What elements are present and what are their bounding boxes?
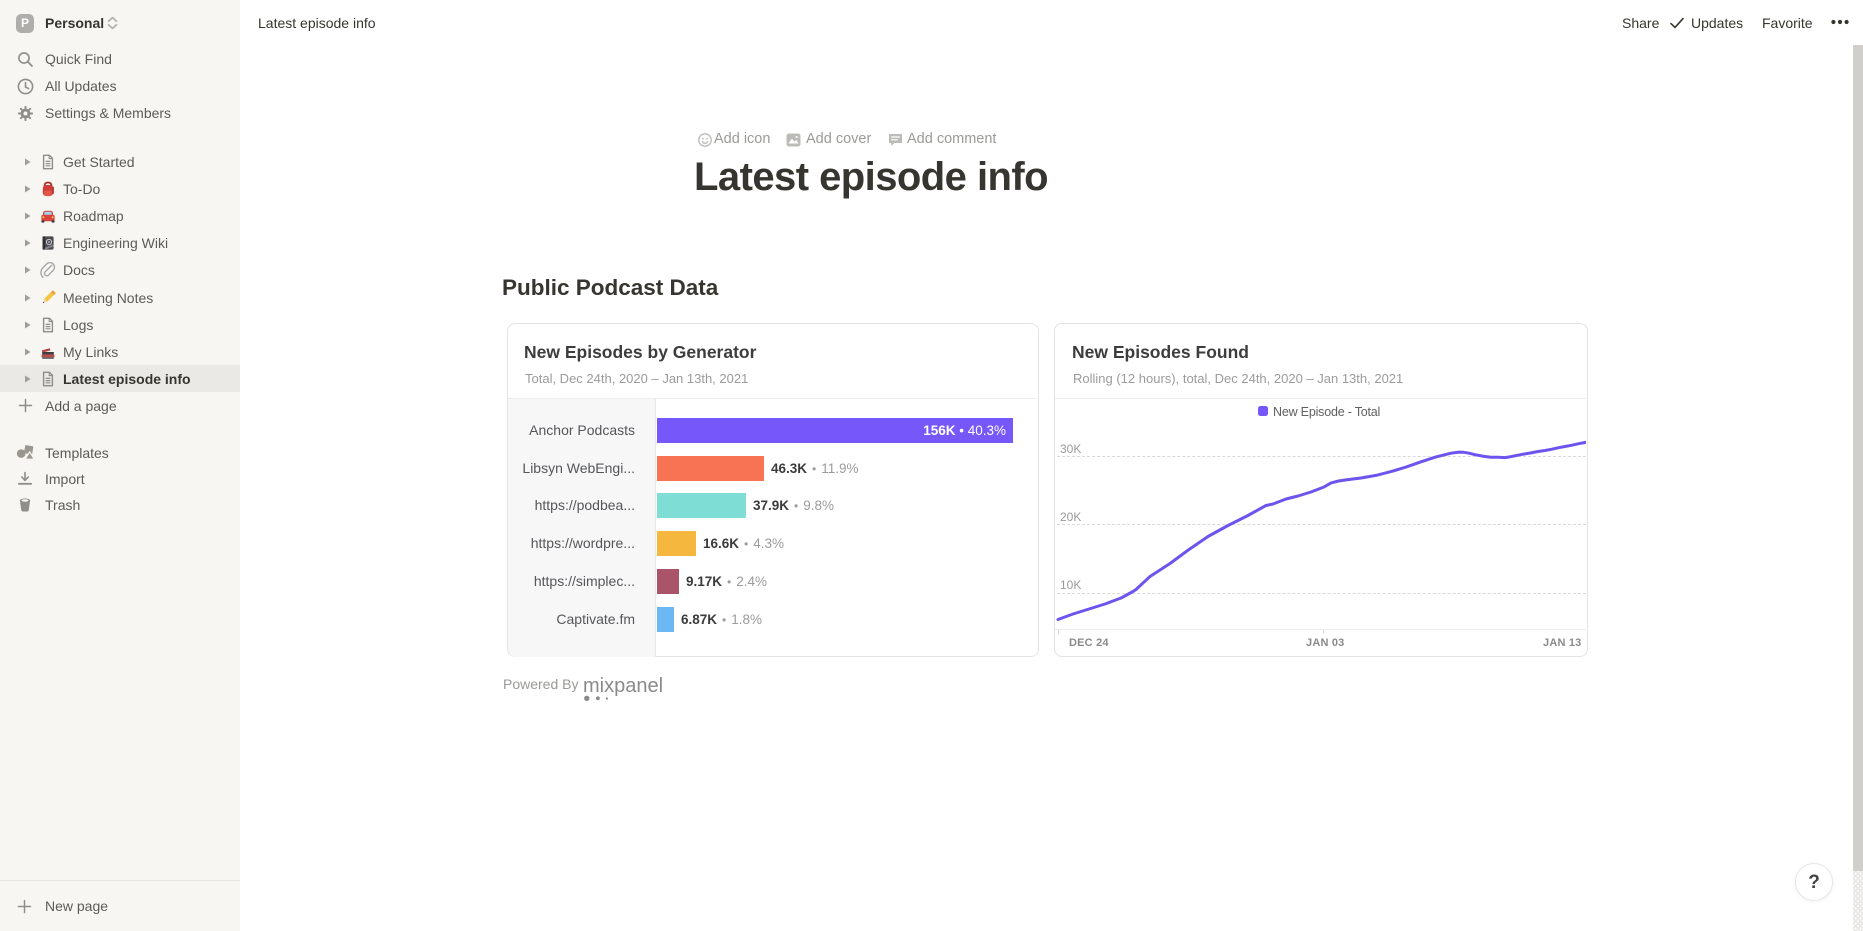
svg-text:mixpanel: mixpanel: [583, 675, 663, 697]
